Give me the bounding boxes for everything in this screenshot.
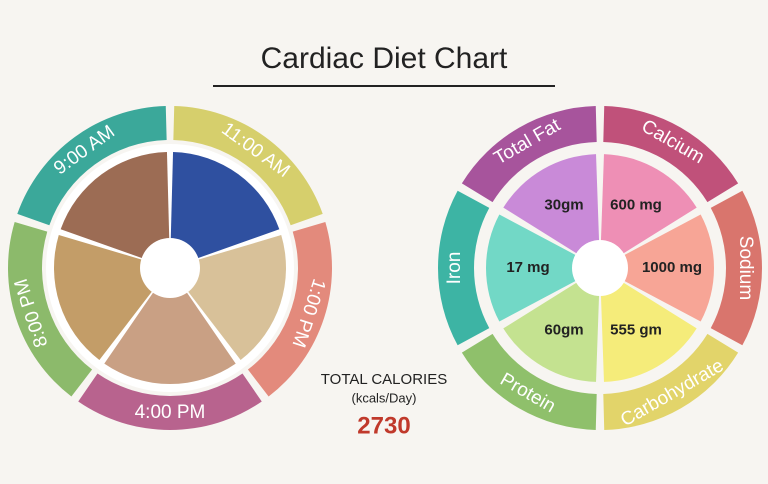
food-image	[104, 268, 236, 384]
nutrient-segment	[461, 333, 597, 430]
wheel-center	[140, 238, 200, 298]
meal-wheel: 11:00 AM1:00 PM4:00 PM8:00 PM9:00 AM	[7, 106, 333, 430]
nutrient-name: Sodium	[735, 236, 756, 300]
wheel-center	[572, 240, 628, 296]
nutrient-wedge	[503, 154, 600, 268]
nutrient-segment	[603, 333, 739, 430]
nutrient-segment	[461, 106, 597, 203]
nutrient-wedge	[600, 214, 714, 322]
meal-segment	[17, 106, 167, 226]
food-image	[170, 152, 280, 268]
meal-segment	[7, 221, 93, 397]
total-value: 2730	[357, 412, 410, 439]
nutrient-amount: 555 gm	[610, 321, 662, 338]
nutrient-wedge	[600, 268, 697, 382]
nutrient-amount: 60gm	[544, 321, 583, 338]
total-label: TOTAL CALORIES	[321, 371, 447, 388]
nutrient-segment	[710, 190, 762, 346]
nutrient-wedge	[600, 154, 697, 268]
nutrient-amount: 17 mg	[506, 259, 549, 276]
nutrient-amount: 1000 mg	[642, 259, 702, 276]
nutrient-amount: 30gm	[544, 197, 583, 214]
meal-segment	[173, 106, 323, 226]
nutrient-segment	[438, 190, 490, 346]
nutrient-wedge	[485, 214, 600, 322]
meal-time: 4:00 PM	[135, 402, 206, 423]
nutrient-wedge	[503, 268, 600, 382]
nutrient-segment	[603, 106, 739, 203]
nutrient-amount: 600 mg	[610, 197, 662, 214]
meal-segment	[78, 373, 262, 430]
total-unit: (kcals/Day)	[351, 390, 416, 405]
nutrient-name: Iron	[444, 252, 465, 285]
meal-segment	[247, 221, 333, 397]
title: Cardiac Diet Chart	[261, 42, 508, 75]
food-image	[60, 152, 170, 268]
